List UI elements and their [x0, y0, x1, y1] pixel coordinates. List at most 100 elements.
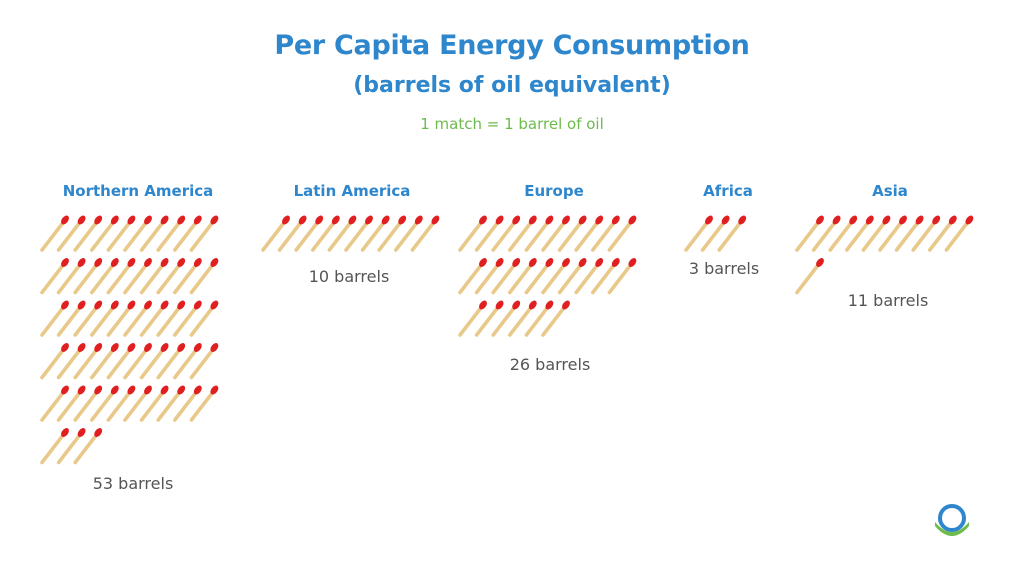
match-icon — [474, 215, 504, 252]
match-icon — [156, 385, 186, 422]
match-icon — [524, 258, 554, 295]
match-icon — [123, 300, 152, 337]
match-icon — [277, 215, 307, 252]
match-icon — [173, 343, 202, 380]
match-icon — [507, 215, 537, 252]
match-icon — [944, 215, 974, 252]
match-icon — [123, 343, 152, 380]
match-icon — [524, 215, 554, 252]
match-icon — [700, 215, 730, 252]
match-icon — [844, 215, 874, 252]
match-icon — [90, 385, 119, 422]
match-icon — [106, 300, 136, 337]
match-icon — [491, 258, 521, 295]
match-icon — [574, 258, 604, 295]
match-icon — [911, 215, 941, 252]
match-icon — [717, 215, 747, 252]
match-icon — [507, 258, 537, 295]
match-icon — [458, 215, 487, 252]
match-icon — [56, 258, 86, 295]
match-icon — [173, 385, 202, 422]
region-label-africa: Africa — [703, 182, 753, 200]
match-icon — [73, 258, 103, 295]
match-icon — [90, 300, 119, 337]
match-icon — [189, 215, 219, 252]
match-icon — [106, 343, 136, 380]
match-icon — [557, 215, 587, 252]
match-icon — [40, 215, 69, 252]
match-icon — [458, 258, 487, 295]
globe-logo-icon — [935, 504, 969, 536]
match-icon — [56, 300, 86, 337]
match-icon — [73, 343, 103, 380]
match-icon — [294, 215, 324, 252]
match-icon — [106, 258, 136, 295]
match-icon — [360, 215, 390, 252]
match-icon — [156, 215, 186, 252]
match-icon — [73, 215, 103, 252]
match-icon — [574, 215, 604, 252]
region-label-northern-america: Northern America — [62, 182, 214, 200]
match-icon — [344, 215, 373, 252]
match-icon — [56, 215, 86, 252]
match-icon — [173, 258, 202, 295]
value-label-northern-america: 53 barrels — [92, 474, 174, 493]
match-icon — [123, 258, 152, 295]
region-label-asia: Asia — [872, 182, 908, 200]
value-label-africa: 3 barrels — [688, 259, 760, 278]
value-label-asia: 11 barrels — [847, 291, 929, 310]
match-icon — [40, 258, 69, 295]
match-icon — [139, 258, 169, 295]
match-icon — [557, 258, 587, 295]
match-icon — [40, 300, 69, 337]
match-icon — [811, 215, 841, 252]
match-icon — [56, 343, 86, 380]
match-icon — [73, 300, 103, 337]
match-icon — [491, 300, 521, 337]
match-icon — [40, 385, 69, 422]
match-icon — [524, 300, 554, 337]
match-icon — [90, 215, 119, 252]
match-icon — [73, 428, 103, 465]
match-icon — [310, 215, 340, 252]
match-icon — [590, 215, 620, 252]
match-icon — [607, 258, 637, 295]
match-icon — [261, 215, 290, 252]
match-icon — [189, 258, 219, 295]
match-icon — [106, 385, 136, 422]
match-icon — [507, 300, 537, 337]
match-icon — [139, 300, 169, 337]
match-icon — [795, 258, 824, 295]
match-icon — [795, 215, 824, 252]
match-icon — [90, 258, 119, 295]
match-icon — [607, 215, 637, 252]
match-icon — [139, 385, 169, 422]
match-icon — [828, 215, 858, 252]
match-icon — [189, 385, 219, 422]
match-icon — [684, 215, 713, 252]
match-icon — [474, 258, 504, 295]
match-icon — [173, 215, 202, 252]
match-icon — [189, 300, 219, 337]
match-icon — [40, 428, 69, 465]
chart-subtitle: (barrels of oil equivalent) — [353, 73, 671, 98]
match-icon — [393, 215, 423, 252]
match-icon — [123, 385, 152, 422]
chart-title: Per Capita Energy Consumption — [274, 30, 750, 61]
match-icon — [56, 385, 86, 422]
match-icon — [878, 215, 907, 252]
chart-legend: 1 match = 1 barrel of oil — [420, 115, 604, 133]
match-icon — [139, 343, 169, 380]
match-icon — [90, 343, 119, 380]
match-icon — [541, 258, 570, 295]
match-icon — [189, 343, 219, 380]
match-icon — [590, 258, 620, 295]
region-label-europe: Europe — [524, 182, 584, 200]
match-icon — [541, 300, 570, 337]
match-icon — [861, 215, 891, 252]
match-icon — [173, 300, 202, 337]
match-icon — [474, 300, 504, 337]
match-icon — [40, 343, 69, 380]
match-icon — [410, 215, 440, 252]
